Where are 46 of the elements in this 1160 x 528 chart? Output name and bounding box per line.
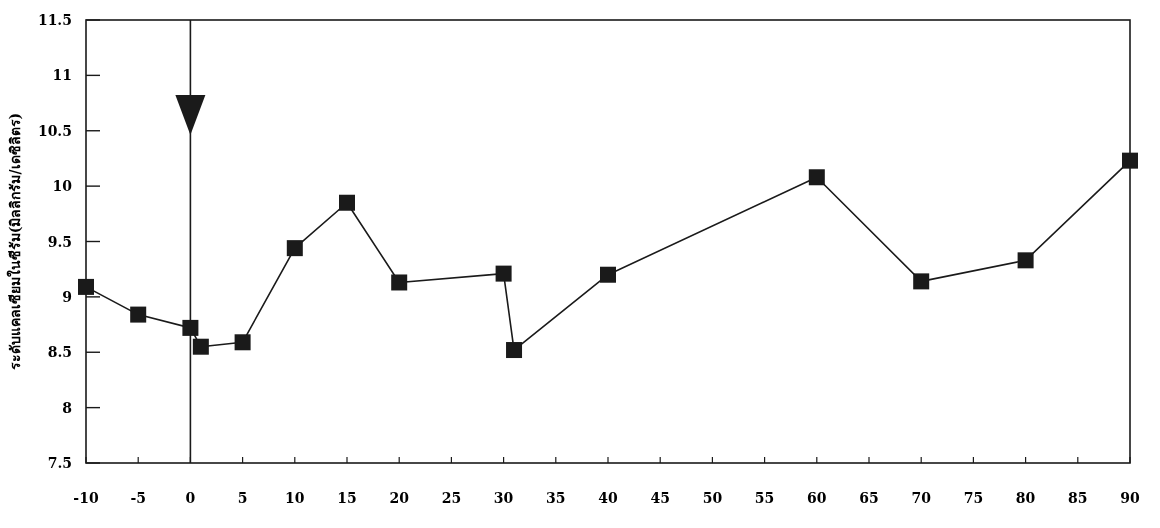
point bbox=[192, 338, 209, 355]
point bbox=[78, 278, 94, 295]
x-tick-label: 80 bbox=[1015, 490, 1036, 506]
x-tick-label: 25 bbox=[441, 490, 462, 506]
x-tick-label: 20 bbox=[389, 490, 410, 506]
point bbox=[808, 169, 825, 186]
x-tick-label: 45 bbox=[650, 490, 670, 506]
point bbox=[495, 265, 512, 282]
y-tick-label: 9 bbox=[62, 288, 72, 305]
point bbox=[391, 274, 408, 291]
y-tick-label: 9.5 bbox=[47, 233, 72, 250]
y-tick-label: 8.5 bbox=[47, 344, 72, 361]
y-tick-label: 10.5 bbox=[37, 122, 72, 139]
x-tick-label: 70 bbox=[911, 490, 932, 506]
x-tick-label: 15 bbox=[337, 490, 357, 506]
x-tick-label: 75 bbox=[963, 490, 984, 506]
point bbox=[339, 194, 355, 211]
x-tick-label: -5 bbox=[130, 490, 146, 506]
x-tick-label: 40 bbox=[598, 490, 618, 506]
y-tick-label: 10 bbox=[52, 178, 73, 195]
x-tick-label: 35 bbox=[546, 490, 566, 506]
point bbox=[286, 240, 303, 257]
y-tick-label: 11 bbox=[52, 67, 72, 84]
point bbox=[234, 334, 251, 351]
point bbox=[1122, 152, 1138, 169]
point bbox=[913, 273, 930, 290]
point bbox=[600, 266, 616, 283]
x-tick-label: 50 bbox=[702, 490, 723, 506]
point bbox=[1017, 252, 1034, 269]
x-tick-label: 5 bbox=[237, 490, 248, 506]
y-tick-label: 7.5 bbox=[47, 455, 72, 471]
x-tick-label: 55 bbox=[754, 490, 775, 506]
point bbox=[182, 319, 199, 336]
y-tick-label: 8 bbox=[62, 399, 72, 416]
x-tick-label: -10 bbox=[73, 490, 99, 506]
x-tick-label: 90 bbox=[1120, 490, 1140, 506]
y-tick-label: 11.5 bbox=[37, 12, 72, 28]
x-tick-label: 85 bbox=[1068, 490, 1088, 506]
x-tick-label: 60 bbox=[807, 490, 827, 506]
point bbox=[506, 342, 523, 359]
x-tick-label: 0 bbox=[185, 490, 196, 506]
y-axis-title: ระดับแคลเซียมในซีรัม(มิลลิกรัม/เดซิลิตร) bbox=[6, 112, 23, 371]
x-tick-label: 65 bbox=[859, 490, 879, 506]
point bbox=[130, 306, 147, 323]
x-tick-label: 30 bbox=[493, 490, 514, 506]
x-tick-label: 10 bbox=[285, 490, 305, 506]
